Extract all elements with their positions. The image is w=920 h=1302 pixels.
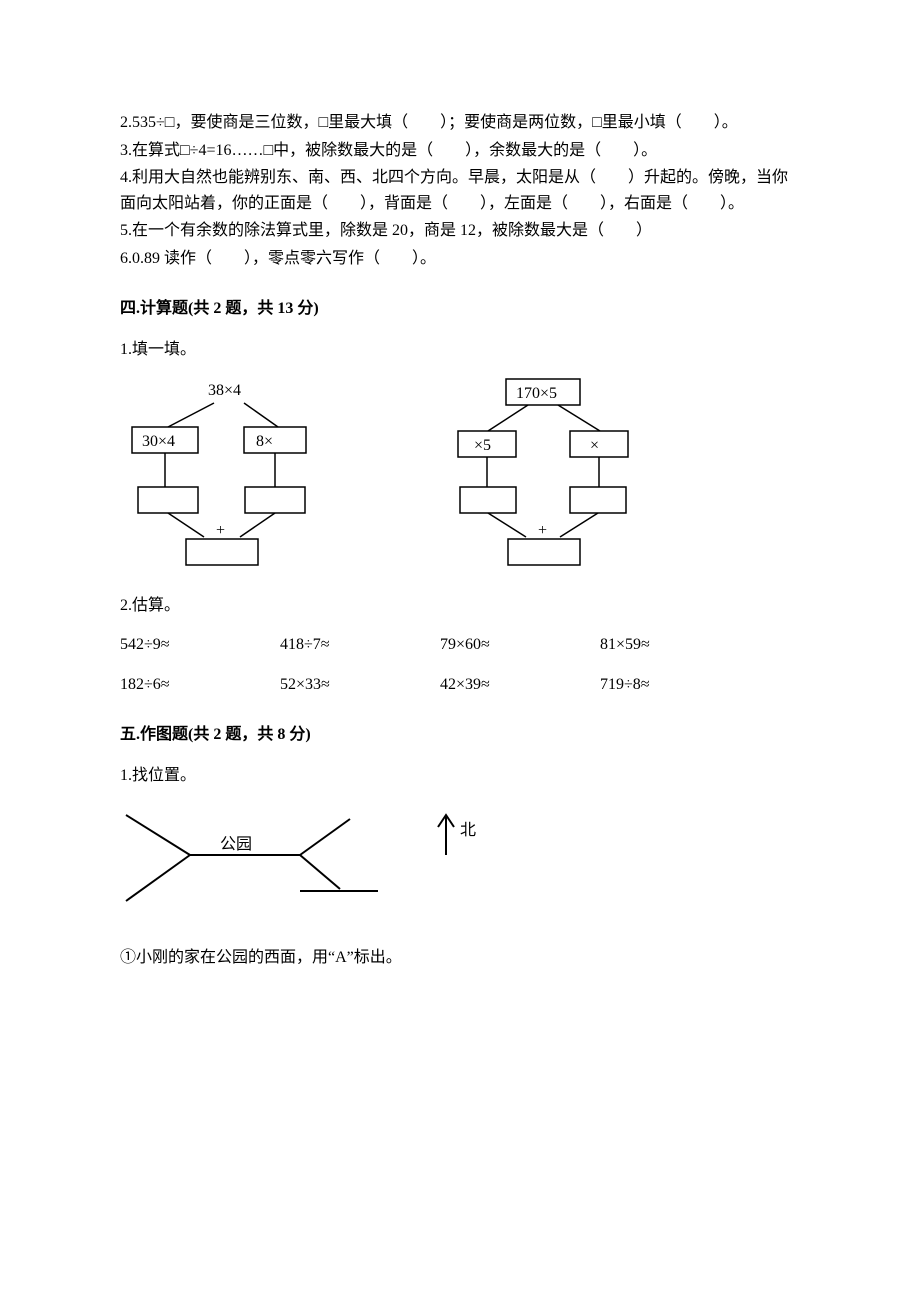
est-r1-c1: 542÷9≈ — [120, 632, 230, 658]
section4-q2: 2.估算。 — [120, 593, 800, 619]
map-row: 公园 北 — [120, 805, 800, 915]
section4-heading: 四.计算题(共 2 题，共 13 分) — [120, 296, 800, 322]
diag-right-plus: + — [538, 522, 547, 539]
est-r1-c3: 79×60≈ — [440, 632, 550, 658]
park-map: 公园 — [120, 805, 380, 915]
diag-right-top: 170×5 — [516, 385, 557, 402]
section4-q1: 1.填一填。 — [120, 337, 800, 363]
section5-sub1: ①小刚的家在公园的西面，用“A”标出。 — [120, 945, 800, 971]
est-r2-c4: 719÷8≈ — [600, 672, 710, 698]
est-r1-c2: 418÷7≈ — [280, 632, 390, 658]
diag-left-box-r: 8× — [256, 433, 273, 450]
est-r2-c2: 52×33≈ — [280, 672, 390, 698]
diag-left-box-l: 30×4 — [142, 433, 175, 450]
estimation-row2: 182÷6≈ 52×33≈ 42×39≈ 719÷8≈ — [120, 672, 800, 698]
diag-left-plus: + — [216, 522, 225, 539]
fill-q6: 6.0.89 读作（ ），零点零六写作（ ）。 — [120, 246, 800, 272]
section5-q1: 1.找位置。 — [120, 763, 800, 789]
diagram-right: 170×5 ×5 × + — [440, 375, 660, 575]
north-label: 北 — [460, 821, 476, 839]
section5-heading: 五.作图题(共 2 题，共 8 分) — [120, 722, 800, 748]
north-indicator: 北 — [430, 805, 490, 865]
fill-q2: 2.535÷□，要使商是三位数，□里最大填（ ）；要使商是两位数，□里最小填（ … — [120, 110, 800, 136]
est-r2-c1: 182÷6≈ — [120, 672, 230, 698]
diagram-left: 38×4 30×4 8× + — [120, 375, 330, 575]
park-label: 公园 — [220, 836, 252, 853]
page-content: 2.535÷□，要使商是三位数，□里最大填（ ）；要使商是两位数，□里最小填（ … — [0, 0, 920, 1032]
est-r2-c3: 42×39≈ — [440, 672, 550, 698]
fill-q4: 4.利用大自然也能辨别东、南、西、北四个方向。早晨，太阳是从（ ）升起的。傍晚，… — [120, 165, 800, 216]
diag-right-box-r: × — [590, 437, 599, 454]
diag-left-top: 38×4 — [208, 382, 241, 399]
fill-q5: 5.在一个有余数的除法算式里，除数是 20，商是 12，被除数最大是（ ） — [120, 218, 800, 244]
est-r1-c4: 81×59≈ — [600, 632, 710, 658]
fill-q3: 3.在算式□÷4=16……□中，被除数最大的是（ ），余数最大的是（ ）。 — [120, 138, 800, 164]
calc-diagrams: 38×4 30×4 8× + 170×5 — [120, 375, 800, 575]
estimation-row1: 542÷9≈ 418÷7≈ 79×60≈ 81×59≈ — [120, 632, 800, 658]
diag-right-box-l: ×5 — [474, 437, 491, 454]
